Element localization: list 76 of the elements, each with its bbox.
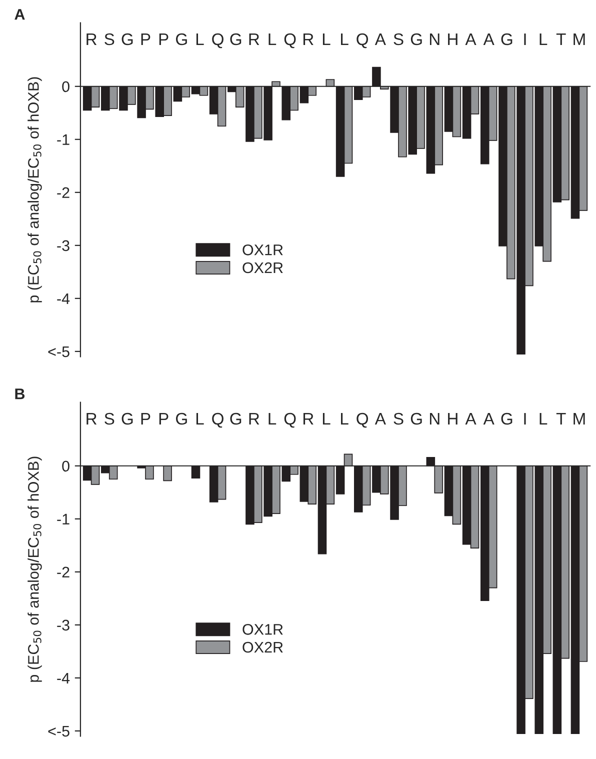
x-tick-label: T xyxy=(556,34,566,46)
x-tick-label: R xyxy=(249,413,260,425)
y-tick-label: -2 xyxy=(57,187,70,198)
x-tick-label: L xyxy=(196,413,204,425)
legend-label: OX2R xyxy=(242,262,283,274)
chart-title: B xyxy=(15,388,25,400)
y-tick-label: 0 xyxy=(62,81,70,92)
x-tick-label: L xyxy=(268,413,276,425)
x-tick-label: L xyxy=(540,413,548,425)
y-tick-label: -3 xyxy=(57,620,70,631)
legend-label: OX1R xyxy=(242,624,283,635)
y-tick-label: 0 xyxy=(62,460,70,472)
x-tick-label: R xyxy=(249,34,260,46)
x-tick-label: Q xyxy=(356,33,368,48)
x-tick-label: L xyxy=(540,34,548,46)
y-tick-label: -1 xyxy=(57,514,70,524)
x-tick-label: A xyxy=(374,34,386,46)
x-tick-label: A xyxy=(465,34,476,46)
x-tick-label: G xyxy=(501,33,512,46)
x-tick-label: G xyxy=(230,33,242,46)
x-tick-label: L xyxy=(322,413,330,425)
x-tick-label: R xyxy=(303,34,314,46)
x-tick-label: G xyxy=(176,412,187,425)
x-tick-label: L xyxy=(341,34,348,46)
x-tick-label: S xyxy=(394,412,404,425)
x-tick-label: G xyxy=(122,33,133,46)
x-tick-label: A xyxy=(483,34,494,46)
x-tick-label: P xyxy=(159,34,168,46)
x-tick-label: S xyxy=(104,33,114,46)
x-tick-label: A xyxy=(465,413,476,425)
x-tick-label: I xyxy=(524,413,526,425)
x-tick-label: M xyxy=(574,413,585,425)
y-axis-title: p (EC$_{50}$ of analog/EC$_{50}$ of hOXB) xyxy=(28,456,42,682)
x-tick-label: Q xyxy=(356,412,368,428)
x-tick-label: Q xyxy=(284,412,296,428)
y-tick-label: <-5 xyxy=(48,346,70,358)
y-tick-label: -1 xyxy=(57,134,70,145)
x-tick-label: Q xyxy=(212,33,224,48)
x-tick-label: L xyxy=(196,34,204,46)
x-tick-label: Q xyxy=(212,412,224,428)
x-tick-label: L xyxy=(322,34,330,46)
y-tick-label: -2 xyxy=(57,566,70,578)
x-tick-label: G xyxy=(410,412,422,425)
y-tick-label: -3 xyxy=(57,240,70,252)
x-tick-label: G xyxy=(230,412,242,425)
x-tick-label: I xyxy=(524,34,526,46)
x-tick-label: G xyxy=(410,33,422,46)
x-tick-label: G xyxy=(176,33,187,46)
legend-label: OX2R xyxy=(242,642,283,653)
y-tick-label: -4 xyxy=(57,293,70,304)
x-tick-label: Q xyxy=(284,33,296,48)
x-tick-label: G xyxy=(122,412,133,425)
x-tick-label: H xyxy=(448,413,458,425)
x-tick-label: H xyxy=(448,34,458,46)
x-tick-label: S xyxy=(394,33,404,46)
x-tick-label: N xyxy=(430,34,440,46)
x-tick-label: P xyxy=(141,413,150,425)
chart-title: A xyxy=(14,9,25,20)
x-tick-label: M xyxy=(574,34,585,46)
x-tick-label: P xyxy=(141,34,150,46)
x-tick-label: R xyxy=(86,413,97,425)
y-tick-label: <-5 xyxy=(48,726,70,737)
x-tick-label: L xyxy=(341,413,348,425)
legend-label: OX1R xyxy=(242,244,283,256)
x-tick-label: T xyxy=(556,413,566,425)
x-tick-label: P xyxy=(159,413,168,425)
x-tick-label: R xyxy=(86,34,97,46)
x-tick-label: A xyxy=(483,413,494,425)
x-tick-label: R xyxy=(303,413,314,425)
x-tick-label: S xyxy=(104,412,114,425)
x-tick-label: A xyxy=(374,413,386,425)
x-tick-label: G xyxy=(501,412,512,425)
x-tick-label: L xyxy=(268,34,276,46)
x-tick-label: N xyxy=(430,413,440,425)
y-axis-title: p (EC$_{50}$ of analog/EC$_{50}$ of hOXB) xyxy=(28,77,42,302)
y-tick-label: -4 xyxy=(57,672,70,684)
